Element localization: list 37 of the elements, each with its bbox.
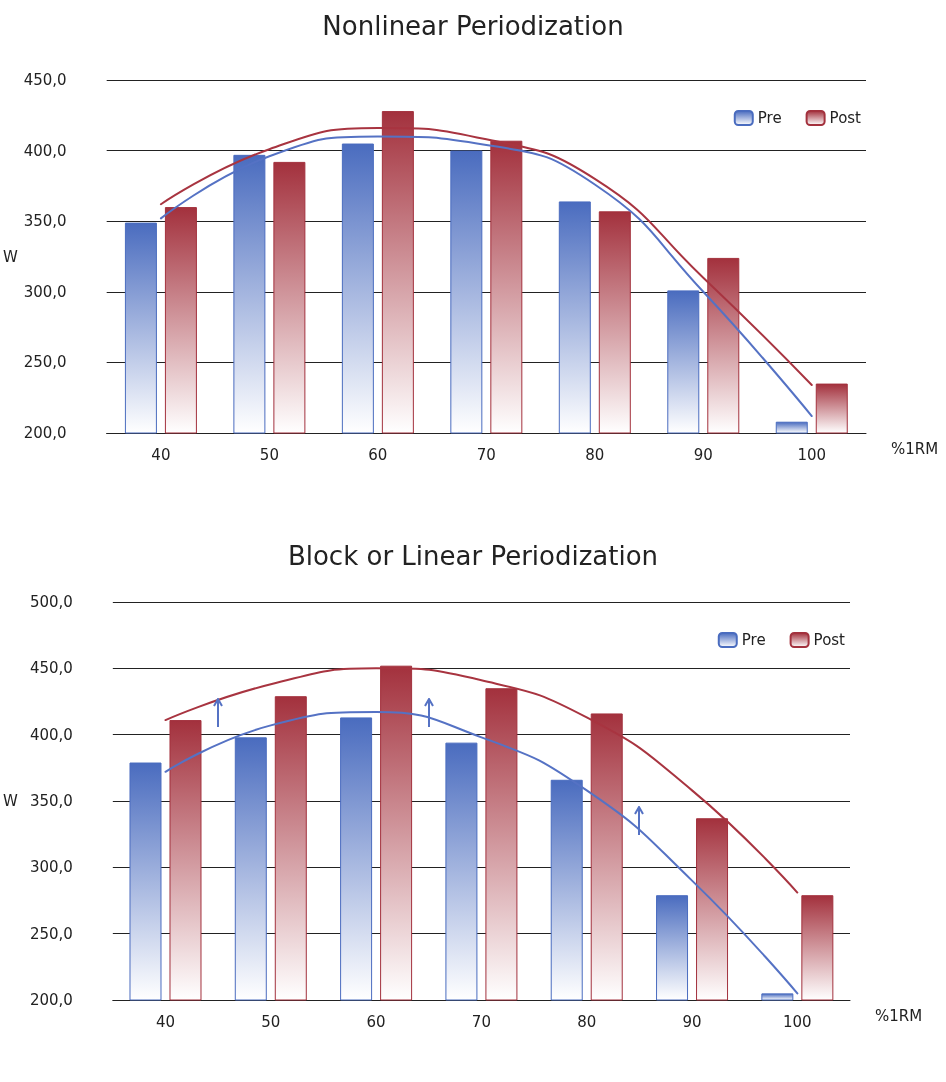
y-tick-label: 250,0 [29,924,73,943]
x-tick-label: 40 [155,1012,176,1031]
x-axis-title: %1RM [891,439,939,458]
y-tick-label: 450,0 [29,659,73,678]
chart-title: Nonlinear Periodization [322,11,624,41]
x-tick-label: 60 [366,1012,386,1031]
y-tick-label: 400,0 [29,725,73,744]
x-tick-label: 100 [783,1012,812,1031]
chart-title: Block or Linear Periodization [287,541,659,571]
x-tick-label: 90 [682,1012,702,1031]
y-tick-label: 200,0 [29,991,73,1009]
x-tick-label: 90 [693,445,713,464]
x-axis-title: %1RM [875,1006,923,1025]
y-tick-label: 350,0 [23,212,67,231]
x-tick-label: 60 [368,445,388,464]
y-tick-label: 450,0 [23,71,67,89]
x-tick-label: 40 [151,445,171,464]
y-tick-label: 300,0 [23,282,67,301]
y-tick-label: 250,0 [23,353,67,372]
x-tick-label: 80 [585,445,605,464]
x-tick-label: 50 [261,1012,281,1031]
y-axis-title: W [2,792,18,810]
x-tick-label: 70 [476,445,496,464]
y-tick-label: 200,0 [23,424,67,442]
y-tick-label: 300,0 [29,858,73,877]
x-tick-label: 100 [797,445,827,464]
legend-label: Pre [741,631,766,649]
y-tick-label: 500,0 [29,593,73,611]
legend-label: Pre [757,109,782,127]
legend-label: Post [829,109,862,127]
x-tick-label: 80 [577,1012,597,1031]
x-tick-label: 70 [471,1012,491,1031]
y-axis-title: W [2,247,18,266]
legend-label: Post [813,631,846,649]
y-tick-label: 400,0 [23,141,67,160]
x-tick-label: 50 [259,445,279,464]
y-tick-label: 350,0 [29,792,73,810]
